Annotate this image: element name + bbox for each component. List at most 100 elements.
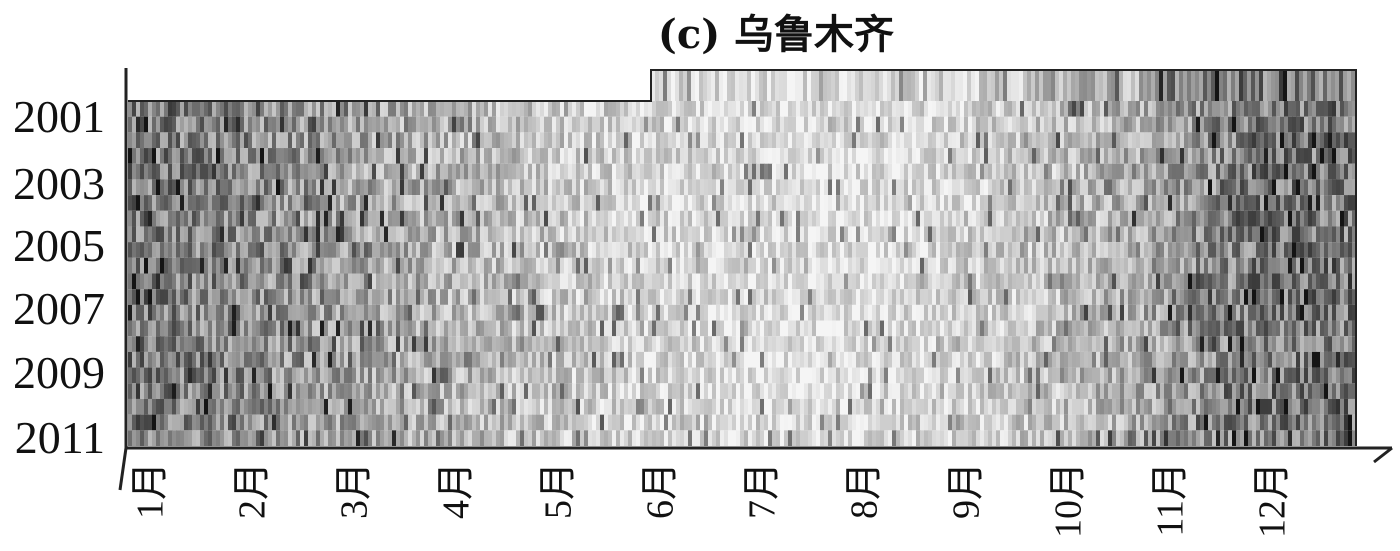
heatmap-cell	[1008, 163, 1013, 180]
heatmap-cell	[316, 148, 321, 164]
heatmap-cell	[1296, 195, 1301, 211]
heatmap-cell	[408, 195, 413, 211]
heatmap-cell	[824, 148, 829, 164]
heatmap-cell	[528, 273, 533, 290]
heatmap-cell	[820, 195, 825, 211]
heatmap-cell	[448, 195, 453, 211]
heatmap-cell	[1152, 273, 1157, 290]
heatmap-cell	[1280, 101, 1285, 117]
heatmap-cell	[1016, 210, 1021, 227]
heatmap-cell	[444, 132, 449, 149]
heatmap-cell	[536, 226, 541, 243]
heatmap-cell	[908, 289, 913, 305]
heatmap-cell	[708, 226, 713, 243]
heatmap-cell	[252, 257, 257, 274]
heatmap-cell	[964, 210, 969, 227]
heatmap-cell	[1176, 320, 1181, 337]
heatmap-cell	[976, 242, 981, 258]
heatmap-cell	[1124, 289, 1129, 305]
heatmap-cell	[232, 226, 237, 243]
heatmap-cell	[624, 101, 629, 117]
heatmap-cell	[808, 116, 813, 133]
heatmap-cell	[1192, 101, 1197, 117]
heatmap-cell	[820, 304, 825, 321]
heatmap-cell	[1244, 242, 1249, 258]
heatmap-cell	[196, 242, 201, 258]
heatmap-cell	[1260, 148, 1265, 164]
heatmap-cell	[1064, 226, 1069, 243]
heatmap-cell	[804, 195, 809, 211]
heatmap-cell	[696, 273, 701, 290]
heatmap-cell	[852, 179, 857, 196]
heatmap-cell	[264, 148, 269, 164]
heatmap-cell	[348, 195, 353, 211]
heatmap-cell	[1052, 116, 1057, 133]
heatmap-cell	[176, 148, 181, 164]
heatmap-cell	[888, 226, 893, 243]
heatmap-cell	[1288, 179, 1293, 196]
heatmap-cell	[904, 226, 909, 243]
heatmap-cell	[564, 273, 569, 290]
heatmap-cell	[460, 179, 465, 196]
heatmap-cell	[236, 179, 241, 196]
heatmap-cell	[392, 242, 397, 258]
heatmap-cell	[824, 163, 829, 180]
heatmap-cell	[1292, 273, 1297, 290]
heatmap-cell	[1324, 289, 1329, 305]
heatmap-cell	[912, 163, 917, 180]
heatmap-cell	[768, 195, 773, 211]
heatmap-cell	[248, 163, 253, 180]
heatmap-cell	[884, 163, 889, 180]
heatmap-cell	[892, 116, 897, 133]
heatmap-cell	[508, 336, 513, 352]
heatmap-cell	[1188, 132, 1193, 149]
heatmap-cell	[268, 132, 273, 149]
heatmap-cell	[1132, 116, 1137, 133]
heatmap-cell	[380, 195, 385, 211]
heatmap-cell	[192, 179, 197, 196]
heatmap-cell	[1148, 148, 1153, 164]
heatmap-cell	[592, 148, 597, 164]
heatmap-cell	[671, 70, 676, 101]
heatmap-cell	[248, 148, 253, 164]
heatmap-cell	[656, 289, 661, 305]
heatmap-cell	[1292, 289, 1297, 305]
heatmap-cell	[300, 320, 305, 337]
heatmap-cell	[144, 116, 149, 133]
heatmap-cell	[716, 210, 721, 227]
heatmap-cell	[956, 273, 961, 290]
heatmap-cell	[1256, 289, 1261, 305]
heatmap-cell	[380, 304, 385, 321]
heatmap-cell	[1296, 226, 1301, 243]
heatmap-cell	[828, 210, 833, 227]
heatmap-cell	[1060, 242, 1065, 258]
heatmap-cell	[204, 163, 209, 180]
heatmap-cell	[728, 273, 733, 290]
heatmap-cell	[1084, 257, 1089, 274]
heatmap-cell	[896, 101, 901, 117]
heatmap-cell	[812, 273, 817, 290]
heatmap-cell	[1248, 195, 1253, 211]
heatmap-cell	[580, 320, 585, 337]
heatmap-cell	[864, 257, 869, 274]
heatmap-cell	[332, 163, 337, 180]
heatmap-cell	[1172, 132, 1177, 149]
heatmap-cell	[956, 226, 961, 243]
heatmap-cell	[592, 289, 597, 305]
heatmap-cell	[692, 226, 697, 243]
heatmap-cell	[240, 257, 245, 274]
heatmap-cell	[1024, 257, 1029, 274]
heatmap-cell	[1003, 70, 1008, 101]
heatmap-cell	[608, 116, 613, 133]
heatmap-cell	[152, 336, 157, 352]
heatmap-cell	[1352, 116, 1356, 133]
heatmap-cell	[692, 336, 697, 352]
heatmap-cell	[860, 304, 865, 321]
heatmap-cell	[1304, 226, 1309, 243]
heatmap-cell	[180, 273, 185, 290]
heatmap-cell	[1256, 273, 1261, 290]
heatmap-cell	[1236, 242, 1241, 258]
heatmap-cell	[1188, 257, 1193, 274]
heatmap-cell	[552, 195, 557, 211]
heatmap-cell	[1080, 289, 1085, 305]
